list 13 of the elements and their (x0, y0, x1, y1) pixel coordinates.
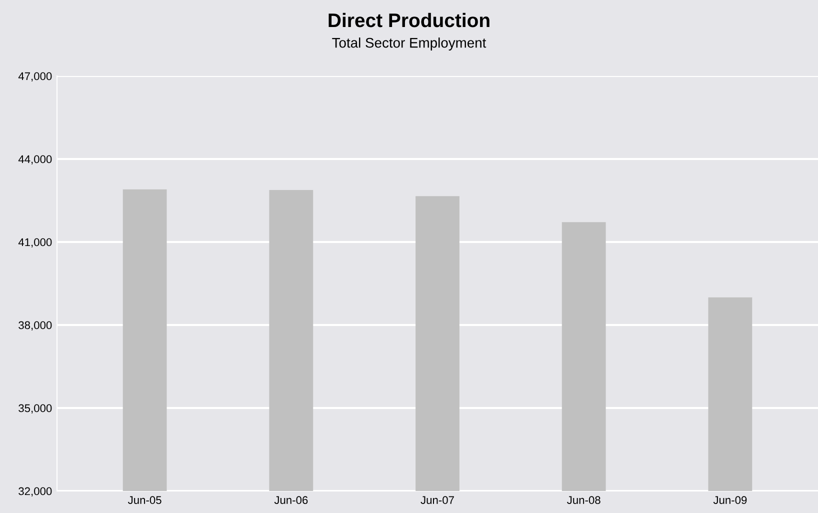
x-tick-label: Jun-09 (713, 496, 747, 504)
y-tick-label: 41,000 (18, 238, 52, 248)
y-tick-label: 47,000 (18, 72, 52, 82)
x-tick-label: Jun-05 (128, 496, 162, 504)
y-tick-label: 44,000 (18, 155, 52, 164)
y-tick-label: 38,000 (18, 321, 52, 330)
x-tick-label: Jun-07 (420, 496, 454, 504)
chart-subtitle: Total Sector Employment (332, 38, 486, 50)
x-tick-label: Jun-06 (274, 496, 308, 504)
chart-title: Direct Production (328, 12, 490, 28)
y-tick-label: 32,000 (18, 487, 52, 496)
x-tick-label: Jun-08 (567, 496, 600, 504)
y-tick-label: 35,000 (18, 404, 52, 414)
